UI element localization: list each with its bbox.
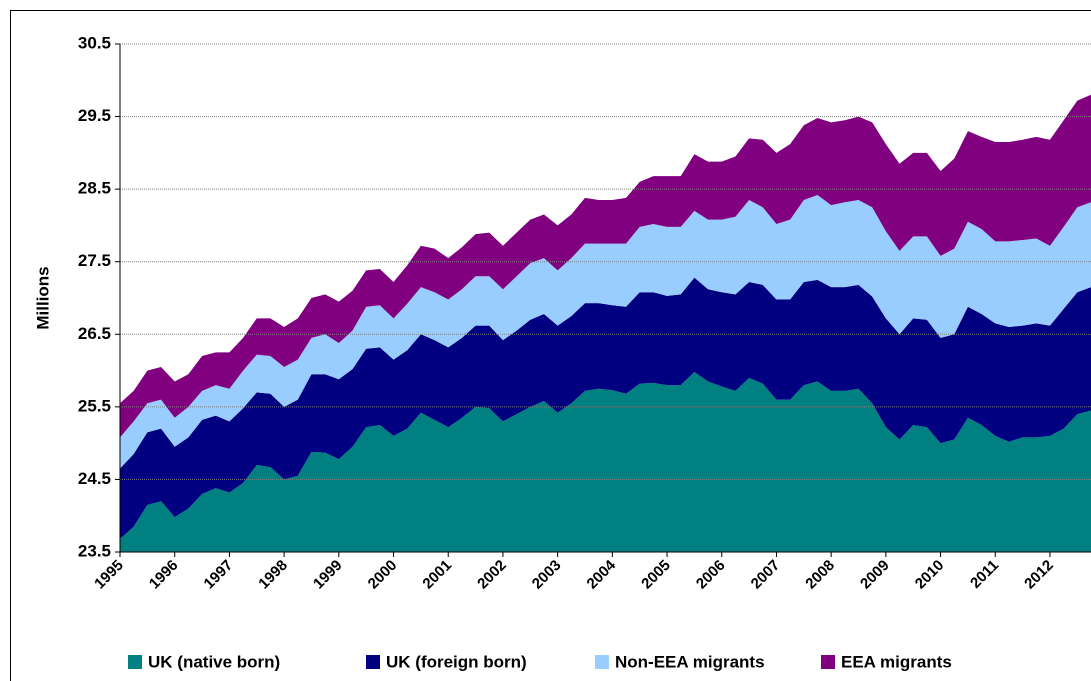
area xyxy=(120,194,1091,469)
legend-swatch xyxy=(821,655,835,669)
legend-label: UK (foreign born) xyxy=(386,652,527,671)
y-tick-label: 24.5 xyxy=(78,469,111,488)
area xyxy=(120,277,1091,539)
legend-label: UK (native born) xyxy=(148,652,280,671)
area xyxy=(120,94,1091,438)
y-tick-label: 30.5 xyxy=(78,33,111,52)
area xyxy=(120,372,1091,552)
legend-swatch xyxy=(595,655,609,669)
y-tick-label: 28.5 xyxy=(78,179,111,198)
legend-swatch xyxy=(366,655,380,669)
y-tick-label: 26.5 xyxy=(78,324,111,343)
y-axis-label: Millions xyxy=(33,266,52,329)
legend-swatch xyxy=(128,655,142,669)
y-tick-label: 29.5 xyxy=(78,106,111,125)
legend-label: Non-EEA migrants xyxy=(615,652,765,671)
y-tick-label: 25.5 xyxy=(78,396,111,415)
y-tick-label: 27.5 xyxy=(78,251,111,270)
legend-label: EEA migrants xyxy=(841,652,952,671)
y-tick-label: 23.5 xyxy=(78,541,111,560)
